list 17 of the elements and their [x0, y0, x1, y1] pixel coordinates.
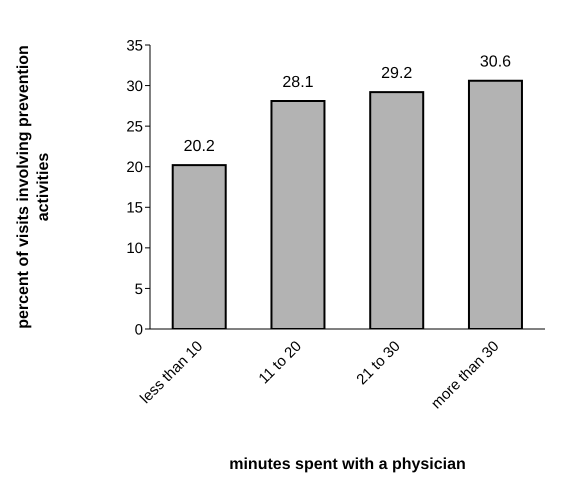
y-tick-label: 30 [126, 78, 143, 95]
data-label: 29.2 [381, 65, 412, 82]
y-axis-title: percent of visits involving prevention activities [15, 45, 52, 329]
x-tick-label: 11 to 20 [255, 338, 305, 388]
data-label: 28.1 [282, 74, 314, 91]
x-tick-label: less than 10 [136, 338, 206, 408]
x-tick-label: 21 to 30 [353, 338, 404, 388]
y-tick-label: 5 [134, 280, 143, 298]
y-tick-label: 35 [126, 37, 143, 54]
data-label: 20.2 [184, 138, 215, 156]
data-label: 30.6 [480, 54, 512, 71]
y-tick-label: 25 [126, 118, 143, 136]
y-tick-label: 10 [126, 240, 143, 258]
x-axis-title: minutes spent with a physician [229, 456, 466, 473]
y-tick-label: 15 [126, 200, 143, 217]
y-tick-label: 20 [126, 159, 143, 176]
y-tick-label: 0 [134, 321, 143, 338]
